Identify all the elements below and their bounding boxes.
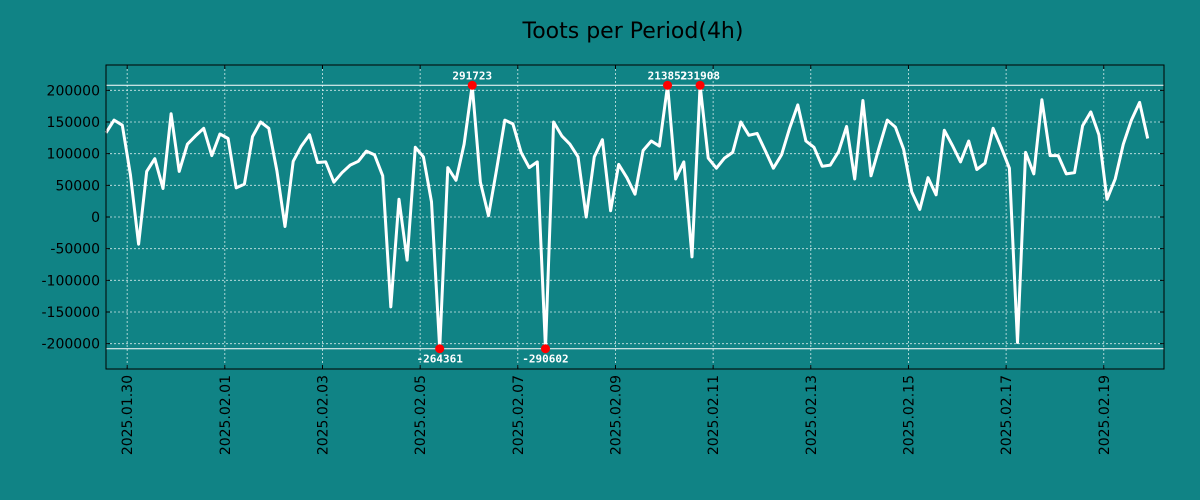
annotation-label: 231908 bbox=[680, 69, 720, 82]
y-tick-label: 50000 bbox=[55, 178, 100, 194]
x-tick-label: 2025.02.07 bbox=[511, 375, 527, 455]
annotation-marker bbox=[435, 344, 445, 354]
annotation-marker bbox=[467, 80, 477, 90]
y-tick-label: -150000 bbox=[42, 305, 101, 321]
y-tick-label: -100000 bbox=[42, 273, 101, 289]
annotation-label: -290602 bbox=[522, 353, 568, 366]
annotation-label: 213852 bbox=[648, 69, 688, 82]
annotation-marker bbox=[663, 80, 673, 90]
x-tick-label: 2025.02.01 bbox=[218, 375, 234, 455]
x-tick-label: 2025.02.17 bbox=[999, 375, 1015, 455]
marker-layer bbox=[435, 80, 705, 354]
y-tick-label: -50000 bbox=[50, 242, 100, 258]
x-tick-label: 2025.02.09 bbox=[608, 375, 624, 455]
y-axis: -200000 -150000 -100000 -50000 0 50000 100000 1… bbox=[42, 83, 1164, 353]
y-tick-label: 150000 bbox=[47, 115, 100, 131]
x-tick-label: 2025.02.15 bbox=[901, 375, 917, 455]
annotation-marker bbox=[695, 80, 705, 90]
y-tick-label: -200000 bbox=[42, 337, 101, 353]
series-line-toots bbox=[104, 83, 1150, 351]
annotation-label: -264361 bbox=[416, 353, 463, 366]
x-tick-label: 2025.02.19 bbox=[1097, 375, 1113, 455]
x-axis: 2025.01.30 2025.02.01 2025.02.03 2025.02.05… bbox=[120, 65, 1113, 455]
y-tick-label: 200000 bbox=[47, 83, 100, 99]
annotation-label: 291723 bbox=[452, 69, 492, 82]
x-tick-label: 2025.02.11 bbox=[706, 375, 722, 455]
grid-layer bbox=[106, 65, 1164, 369]
reference-lines bbox=[106, 84, 1164, 350]
plot-area bbox=[105, 64, 1165, 370]
x-tick-label: 2025.01.30 bbox=[120, 375, 136, 455]
y-tick-label: 100000 bbox=[47, 147, 100, 163]
x-tick-label: 2025.02.03 bbox=[315, 375, 331, 455]
x-tick-label: 2025.02.13 bbox=[804, 375, 820, 455]
y-tick-label: 0 bbox=[91, 210, 100, 226]
annotation-marker bbox=[540, 344, 550, 354]
chart-title: Toots per Period(4h) bbox=[522, 19, 744, 44]
x-tick-label: 2025.02.05 bbox=[413, 375, 429, 455]
